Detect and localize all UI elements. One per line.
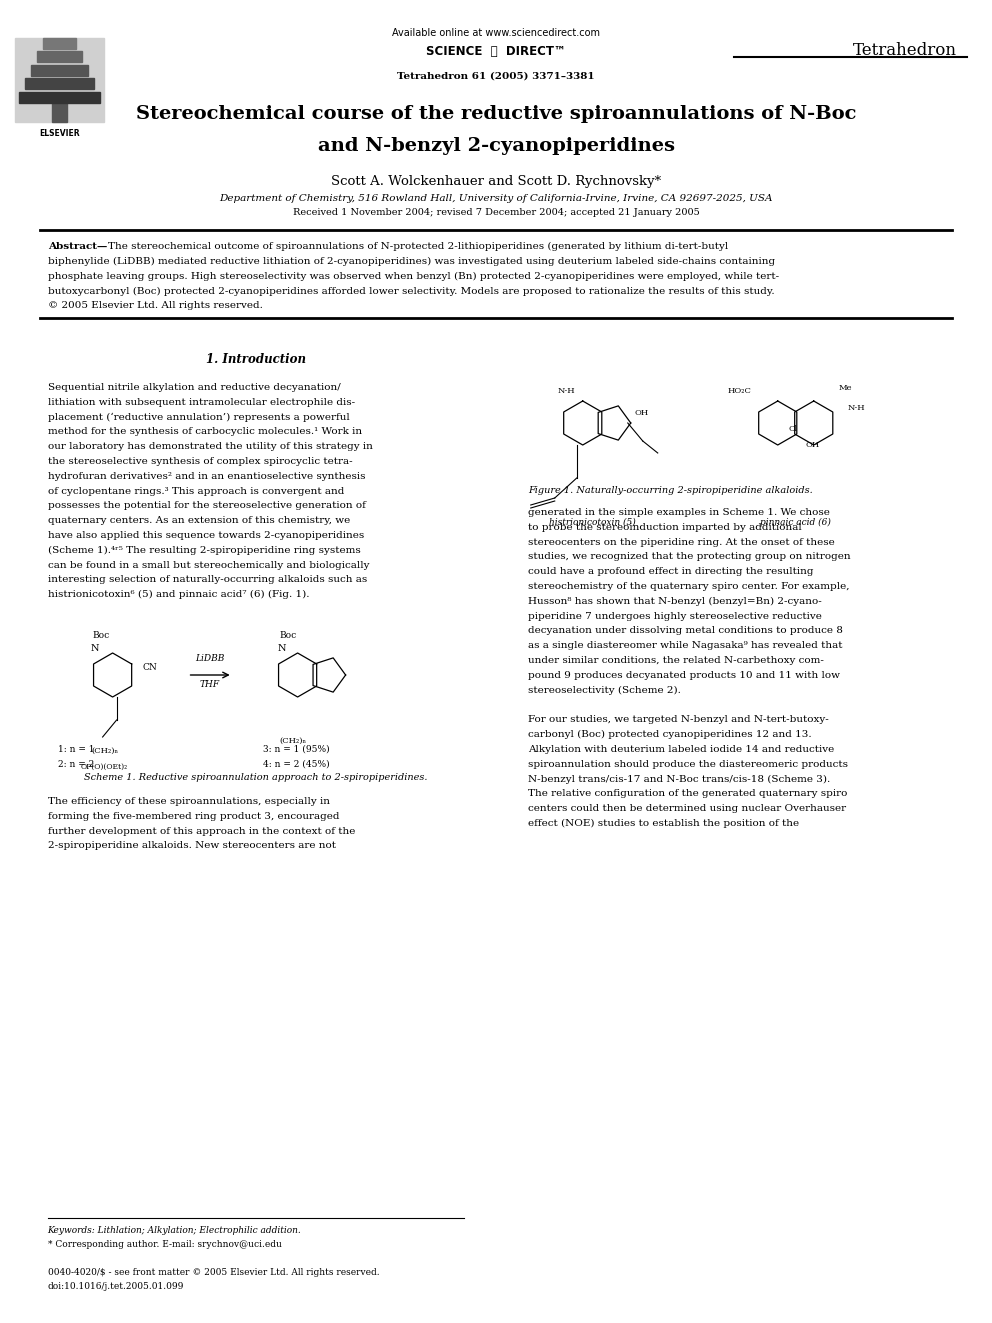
Text: HO₂C: HO₂C <box>728 388 752 396</box>
Text: carbonyl (Boc) protected cyanopiperidines 12 and 13.: carbonyl (Boc) protected cyanopiperidine… <box>528 730 811 740</box>
Text: Me: Me <box>839 384 852 392</box>
Text: further development of this approach in the context of the: further development of this approach in … <box>48 827 355 836</box>
Text: 3: n = 1 (95%): 3: n = 1 (95%) <box>263 745 329 754</box>
Text: OP(O)(OEt)₂: OP(O)(OEt)₂ <box>81 763 128 771</box>
Text: quaternary centers. As an extension of this chemistry, we: quaternary centers. As an extension of t… <box>48 516 350 525</box>
Text: of cyclopentane rings.³ This approach is convergent and: of cyclopentane rings.³ This approach is… <box>48 487 344 496</box>
Bar <box>15 37 104 122</box>
Text: Boc: Boc <box>92 631 109 640</box>
Text: ELSEVIER: ELSEVIER <box>40 128 79 138</box>
Text: Boc: Boc <box>279 631 297 640</box>
Text: stereochemistry of the quaternary spiro center. For example,: stereochemistry of the quaternary spiro … <box>528 582 849 591</box>
Text: and N-benzyl 2-cyanopiperidines: and N-benzyl 2-cyanopiperidines <box>317 138 675 155</box>
Text: 1: n = 1: 1: n = 1 <box>58 745 94 754</box>
Text: LiDBB: LiDBB <box>195 654 225 663</box>
Text: © 2005 Elsevier Ltd. All rights reserved.: © 2005 Elsevier Ltd. All rights reserved… <box>48 302 263 310</box>
Text: N: N <box>278 644 286 654</box>
Text: effect (NOE) studies to establish the position of the: effect (NOE) studies to establish the po… <box>528 819 799 828</box>
Text: histrionicotoxin⁶ (5) and pinnaic acid⁷ (6) (Fig. 1).: histrionicotoxin⁶ (5) and pinnaic acid⁷ … <box>48 590 310 599</box>
Text: Figure 1. Naturally-occurring 2-spiropiperidine alkaloids.: Figure 1. Naturally-occurring 2-spiropip… <box>528 486 812 495</box>
Text: doi:10.1016/j.tet.2005.01.099: doi:10.1016/j.tet.2005.01.099 <box>48 1282 184 1291</box>
Text: N-H: N-H <box>558 388 575 396</box>
Text: Tetrahedron 61 (2005) 3371–3381: Tetrahedron 61 (2005) 3371–3381 <box>397 71 595 81</box>
Text: Alkylation with deuterium labeled iodide 14 and reductive: Alkylation with deuterium labeled iodide… <box>528 745 834 754</box>
Text: OH: OH <box>806 441 819 448</box>
Text: Available online at www.sciencedirect.com: Available online at www.sciencedirect.co… <box>392 28 600 38</box>
Text: our laboratory has demonstrated the utility of this strategy in: our laboratory has demonstrated the util… <box>48 442 372 451</box>
Bar <box>52 99 67 122</box>
Text: stereoselectivity (Scheme 2).: stereoselectivity (Scheme 2). <box>528 685 681 695</box>
Text: Scheme 1. Reductive spiroannulation approach to 2-spiropiperidines.: Scheme 1. Reductive spiroannulation appr… <box>84 773 428 782</box>
Bar <box>37 52 82 62</box>
Text: (CH₂)ₙ: (CH₂)ₙ <box>91 747 118 755</box>
Text: spiroannulation should produce the diastereomeric products: spiroannulation should produce the diast… <box>528 759 848 769</box>
Text: CN: CN <box>143 663 158 672</box>
Text: interesting selection of naturally-occurring alkaloids such as: interesting selection of naturally-occur… <box>48 576 367 585</box>
Text: hydrofuran derivatives² and in an enantioselective synthesis: hydrofuran derivatives² and in an enanti… <box>48 472 365 480</box>
Text: studies, we recognized that the protecting group on nitrogen: studies, we recognized that the protecti… <box>528 553 850 561</box>
Bar <box>25 78 94 90</box>
Bar <box>31 65 88 75</box>
Text: forming the five-membered ring product 3, encouraged: forming the five-membered ring product 3… <box>48 812 339 820</box>
Text: piperidine 7 undergoes highly stereoselective reductive: piperidine 7 undergoes highly stereosele… <box>528 611 821 620</box>
Text: method for the synthesis of carbocyclic molecules.¹ Work in: method for the synthesis of carbocyclic … <box>48 427 362 437</box>
Text: 4: n = 2 (45%): 4: n = 2 (45%) <box>263 759 329 769</box>
Text: Husson⁸ has shown that N-benzyl (benzyl=Bn) 2-cyano-: Husson⁸ has shown that N-benzyl (benzyl=… <box>528 597 821 606</box>
Text: pinnaic acid (6): pinnaic acid (6) <box>760 519 831 527</box>
Text: placement (‘reductive annulation’) represents a powerful: placement (‘reductive annulation’) repre… <box>48 413 349 422</box>
Text: Received 1 November 2004; revised 7 December 2004; accepted 21 January 2005: Received 1 November 2004; revised 7 Dece… <box>293 208 699 217</box>
Text: * Corresponding author. E-mail: srychnov@uci.edu: * Corresponding author. E-mail: srychnov… <box>48 1240 282 1249</box>
Text: SCIENCE  ⓓ  DIRECT™: SCIENCE ⓓ DIRECT™ <box>427 45 565 58</box>
Text: 2-spiropiperidine alkaloids. New stereocenters are not: 2-spiropiperidine alkaloids. New stereoc… <box>48 841 335 851</box>
Text: 1. Introduction: 1. Introduction <box>206 353 306 366</box>
Text: can be found in a small but stereochemically and biologically: can be found in a small but stereochemic… <box>48 561 369 570</box>
Text: as a single diastereomer while Nagasaka⁹ has revealed that: as a single diastereomer while Nagasaka⁹… <box>528 642 842 650</box>
Text: generated in the simple examples in Scheme 1. We chose: generated in the simple examples in Sche… <box>528 508 829 517</box>
Bar <box>19 91 100 103</box>
Text: N-H: N-H <box>848 404 865 411</box>
Text: The relative configuration of the generated quaternary spiro: The relative configuration of the genera… <box>528 790 847 798</box>
Text: centers could then be determined using nuclear Overhauser: centers could then be determined using n… <box>528 804 846 814</box>
Bar <box>43 37 76 49</box>
Text: 2: n = 2: 2: n = 2 <box>58 759 94 769</box>
Text: possesses the potential for the stereoselective generation of: possesses the potential for the stereose… <box>48 501 365 511</box>
Text: N: N <box>90 644 99 654</box>
Text: phosphate leaving groups. High stereoselectivity was observed when benzyl (Bn) p: phosphate leaving groups. High stereosel… <box>48 271 779 280</box>
Text: have also applied this sequence towards 2-cyanopiperidines: have also applied this sequence towards … <box>48 531 364 540</box>
Text: Scott A. Wolckenhauer and Scott D. Rychnovsky*: Scott A. Wolckenhauer and Scott D. Rychn… <box>331 175 661 188</box>
Text: pound 9 produces decyanated products 10 and 11 with low: pound 9 produces decyanated products 10 … <box>528 671 840 680</box>
Text: lithiation with subsequent intramolecular electrophile dis-: lithiation with subsequent intramolecula… <box>48 398 355 406</box>
Text: histrionicotoxin (5): histrionicotoxin (5) <box>550 519 636 527</box>
Text: the stereoselective synthesis of complex spirocyclic tetra-: the stereoselective synthesis of complex… <box>48 456 352 466</box>
Text: Stereochemical course of the reductive spiroannulations of N-Boc: Stereochemical course of the reductive s… <box>136 105 856 123</box>
Text: to probe the stereoinduction imparted by additional: to probe the stereoinduction imparted by… <box>528 523 802 532</box>
Text: 0040-4020/$ - see front matter © 2005 Elsevier Ltd. All rights reserved.: 0040-4020/$ - see front matter © 2005 El… <box>48 1267 379 1277</box>
Text: OH: OH <box>635 409 649 417</box>
Text: THF: THF <box>200 680 220 689</box>
Text: N-benzyl trans/cis-17 and N-Boc trans/cis-18 (Scheme 3).: N-benzyl trans/cis-17 and N-Boc trans/ci… <box>528 774 830 783</box>
Text: The efficiency of these spiroannulations, especially in: The efficiency of these spiroannulations… <box>48 796 329 806</box>
Text: Stereochemical course of the reductive spiroannulations of ––: Stereochemical course of the reductive s… <box>160 105 832 123</box>
Text: Abstract—: Abstract— <box>48 242 107 251</box>
Text: Sequential nitrile alkylation and reductive decyanation/: Sequential nitrile alkylation and reduct… <box>48 382 340 392</box>
Text: decyanation under dissolving metal conditions to produce 8: decyanation under dissolving metal condi… <box>528 626 842 635</box>
Text: The stereochemical outcome of spiroannulations of N-protected 2-lithiopiperidine: The stereochemical outcome of spiroannul… <box>107 242 728 251</box>
Text: biphenylide (LiDBB) mediated reductive lithiation of 2-cyanopiperidines) was inv: biphenylide (LiDBB) mediated reductive l… <box>48 257 775 266</box>
Text: could have a profound effect in directing the resulting: could have a profound effect in directin… <box>528 568 813 577</box>
Text: Tetrahedron: Tetrahedron <box>853 42 957 60</box>
Text: under similar conditions, the related N-carbethoxy com-: under similar conditions, the related N-… <box>528 656 823 665</box>
Text: (Scheme 1).⁴ʳ⁵ The resulting 2-spiropiperidine ring systems: (Scheme 1).⁴ʳ⁵ The resulting 2-spiropipe… <box>48 546 360 554</box>
Text: For our studies, we targeted N-benzyl and N-tert-butoxy-: For our studies, we targeted N-benzyl an… <box>528 716 828 724</box>
Text: Cl: Cl <box>789 425 798 433</box>
Text: (CH₂)ₙ: (CH₂)ₙ <box>279 737 307 745</box>
Text: Keywords: Lithlation; Alkylation; Electrophilic addition.: Keywords: Lithlation; Alkylation; Electr… <box>48 1226 302 1234</box>
Text: Department of Chemistry, 516 Rowland Hall, University of California-Irvine, Irvi: Department of Chemistry, 516 Rowland Hal… <box>219 194 773 202</box>
Text: stereocenters on the piperidine ring. At the onset of these: stereocenters on the piperidine ring. At… <box>528 537 834 546</box>
Text: butoxycarbonyl (Boc) protected 2-cyanopiperidines afforded lower selectivity. Mo: butoxycarbonyl (Boc) protected 2-cyanopi… <box>48 286 774 295</box>
